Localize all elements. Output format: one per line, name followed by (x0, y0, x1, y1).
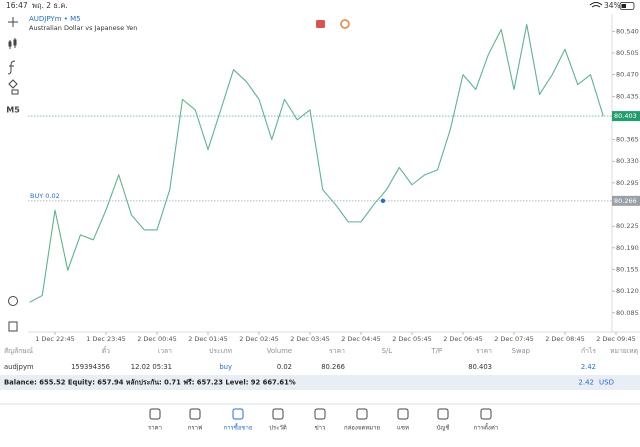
price-label-box (612, 111, 640, 122)
x-tick-label: 2 Dec 03:45 (290, 335, 330, 343)
table-cell: 80.403 (468, 363, 492, 371)
indicator-tool[interactable] (8, 38, 17, 49)
table-header: ประเภท (209, 347, 232, 355)
table-header: Volume (267, 347, 292, 355)
table-header: T/P (430, 347, 442, 355)
price-annotation: BUY 0.02 (30, 192, 60, 200)
price-line-series (29, 23, 604, 303)
buy-marker (380, 198, 386, 204)
y-tick-label: 80.435 (616, 92, 639, 100)
battery-level (621, 4, 626, 8)
y-tick-label: 80.365 (616, 136, 639, 144)
x-tick-label: 2 Dec 07:45 (494, 335, 534, 343)
summary-text: Balance: 655.52 Equity: 657.94 หลักประกั… (4, 379, 296, 387)
y-tick-label: 80.330 (616, 157, 639, 165)
tab-label[interactable]: ข่าว (315, 425, 326, 432)
x-tick-label: 2 Dec 06:45 (443, 335, 483, 343)
one-click-icon[interactable] (316, 20, 325, 28)
objects-tool[interactable] (8, 79, 19, 95)
tab-icon[interactable] (356, 408, 368, 420)
x-tick-label: 2 Dec 09:45 (596, 335, 636, 343)
table-header: ราคา (329, 347, 345, 355)
table-cell: 2.42 (581, 363, 596, 371)
tab-label[interactable]: กล่องจดหมาย (344, 425, 380, 432)
tab-icon[interactable] (397, 408, 409, 420)
zoom-tool[interactable] (8, 296, 18, 306)
table-cell: 0.02 (277, 363, 292, 371)
summary-currency: USD (599, 379, 614, 387)
chart-subtitle: Australian Dollar vs Japanese Yen (29, 24, 137, 32)
chart-title: AUDJPYm • M5 (29, 15, 81, 23)
x-tick-label: 2 Dec 02:45 (239, 335, 279, 343)
table-header: หมายเหตุ (610, 347, 638, 355)
table-cell: 80.266 (321, 363, 345, 371)
tab-label[interactable]: ประวัติ (269, 425, 287, 432)
y-tick-label: 80.470 (616, 71, 639, 79)
x-tick-label: 2 Dec 05:45 (392, 335, 432, 343)
table-header: เวลา (158, 347, 172, 355)
tab-label[interactable]: กราฟ (188, 425, 202, 432)
y-tick-label: 80.190 (616, 244, 639, 252)
table-header: Swap (512, 347, 530, 355)
tab-label[interactable]: บัญชี (437, 424, 450, 432)
function-tool[interactable] (7, 60, 16, 75)
status-battery: 34% (604, 1, 621, 10)
tab-icon[interactable] (437, 408, 449, 420)
x-tick-label: 2 Dec 00:45 (137, 335, 177, 343)
x-tick-label: 2 Dec 04:45 (341, 335, 381, 343)
price-label: 80.266 (614, 197, 637, 205)
x-tick-label: 2 Dec 08:45 (545, 335, 585, 343)
x-tick-label: 1 Dec 23:45 (86, 335, 126, 343)
tab-icon[interactable] (314, 408, 326, 420)
summary-row (0, 375, 640, 390)
price-label-box (612, 195, 640, 206)
signal-icon[interactable] (340, 19, 350, 29)
table-cell: 159394356 (71, 363, 110, 371)
table-header: ราคา (476, 347, 492, 355)
y-tick-label: 80.155 (616, 266, 639, 274)
y-tick-label: 80.120 (616, 287, 639, 295)
y-tick-label: 80.505 (616, 49, 639, 57)
table-cell: 12.02 05:31 (131, 363, 172, 371)
battery-icon (619, 2, 635, 10)
status-date: พฤ. 2 ธ.ค. (32, 1, 68, 10)
table-cell: buy (219, 363, 232, 371)
tab-label[interactable]: ราคา (148, 425, 162, 432)
price-label: 80.403 (614, 112, 637, 120)
tab-label[interactable]: การซื้อขาย (224, 422, 253, 432)
wifi-icon (589, 2, 603, 8)
tab-label[interactable]: การตั้งค่า (474, 422, 498, 432)
summary-profit: 2.42 (578, 379, 594, 387)
tab-label[interactable]: แชท (397, 425, 409, 432)
tab-icon[interactable] (232, 408, 244, 420)
table-header: S/L (382, 347, 393, 355)
y-tick-label: 80.295 (616, 179, 639, 187)
table-header: ตั๋ว (102, 346, 110, 355)
x-tick-label: 2 Dec 01:45 (188, 335, 228, 343)
new-order-tool[interactable] (8, 321, 18, 332)
crosshair-tool[interactable] (8, 17, 18, 27)
tab-bar: ราคา กราฟ การซื้อขาย ประวัติ ข่าว กล่องจดหมาย… (148, 408, 498, 432)
tab-icon[interactable] (480, 408, 492, 420)
timeframe-button[interactable]: M5 (6, 106, 20, 115)
positions-table: สัญลักษณ์ ตั๋ว เวลา ประเภท Volume ราคา S/L T/P ร… (4, 346, 638, 371)
tab-icon[interactable] (149, 408, 161, 420)
tab-icon[interactable] (272, 408, 284, 420)
status-time: 16:47 (6, 1, 28, 10)
tab-icon[interactable] (189, 408, 201, 420)
table-header: สัญลักษณ์ (4, 347, 34, 355)
table-cell: audjpym (4, 363, 34, 371)
table-header: กำไร (581, 347, 596, 355)
x-tick-label: 1 Dec 22:45 (35, 335, 75, 343)
y-tick-label: 80.225 (616, 222, 639, 230)
left-toolbar (7, 17, 19, 332)
y-tick-label: 80.085 (616, 309, 639, 317)
y-tick-label: 80.540 (616, 27, 639, 35)
